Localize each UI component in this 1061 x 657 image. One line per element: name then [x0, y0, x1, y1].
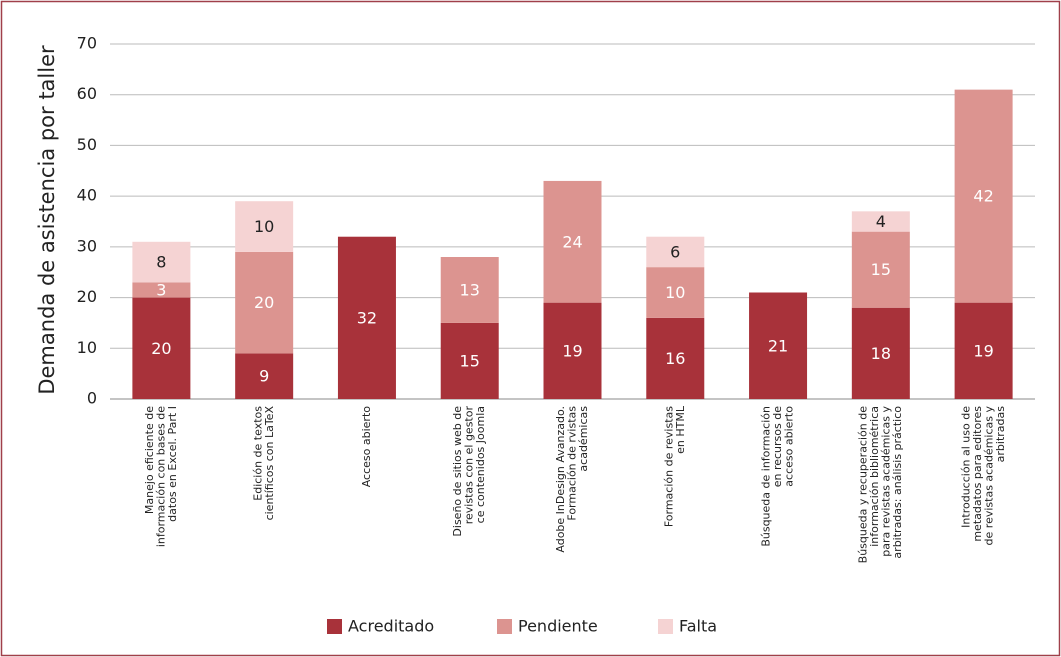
bar-segment — [646, 236, 705, 268]
x-tick-label: de revistas académicas y — [982, 406, 995, 546]
data-label: 4 — [876, 212, 886, 231]
bar-segment — [543, 180, 602, 303]
data-label: 13 — [460, 280, 480, 299]
x-tick-label: Formación de rvistas — [566, 406, 579, 521]
x-tick-label: para revistas académicas y — [880, 406, 893, 557]
bar-segment — [851, 307, 910, 399]
x-tick-label: Diseño de sitios web de — [451, 406, 464, 537]
data-label: 10 — [665, 283, 685, 302]
x-tick-label: científicos con LaTeX — [263, 406, 276, 521]
bar-segment — [851, 231, 910, 308]
data-label: 16 — [665, 349, 685, 368]
data-label: 8 — [156, 253, 166, 272]
data-label: 24 — [562, 232, 582, 251]
bar-segment — [646, 317, 705, 399]
x-tick-label: datos en Excel. Part I — [166, 406, 179, 522]
x-tick-label: acceso abierto — [783, 406, 796, 487]
data-label: 19 — [562, 341, 582, 360]
bar-segment — [235, 251, 294, 354]
x-tick-label: Búsqueda y recuperación de — [857, 406, 870, 564]
x-tick-label: ce contenidos Joomla — [474, 406, 487, 523]
x-tick-label: metadatos para editores — [971, 406, 984, 542]
data-label: 9 — [259, 367, 269, 386]
legend-swatch — [658, 619, 673, 634]
data-label: 18 — [871, 344, 891, 363]
legend-swatch — [327, 619, 342, 634]
bar-segment — [543, 302, 602, 399]
bar-segment — [132, 282, 191, 298]
data-label: 21 — [768, 336, 788, 355]
bar-segment — [440, 322, 499, 399]
x-tick-label: información bibliométrica — [868, 406, 881, 547]
y-tick-label: 70 — [77, 34, 97, 53]
x-tick-label: en HTML — [674, 405, 687, 454]
y-tick-label: 0 — [87, 389, 97, 408]
x-tick-label: arbitradas: análisis práctico — [891, 406, 904, 559]
x-tick-label: Adobe InDesign Avanzado. — [554, 406, 567, 553]
legend-label: Falta — [679, 617, 717, 636]
x-tick-label: Búsqueda de información — [760, 406, 773, 547]
data-label: 10 — [254, 217, 274, 236]
y-tick-label: 20 — [77, 287, 97, 306]
bar-segment — [851, 211, 910, 232]
bar-segment — [440, 257, 499, 323]
bar-segment — [954, 302, 1013, 399]
y-tick-label: 10 — [77, 338, 97, 357]
bar-segment — [235, 201, 294, 252]
legend-swatch — [497, 619, 512, 634]
x-tick-label: en recursos de — [771, 406, 784, 487]
data-label: 6 — [670, 242, 680, 261]
x-tick-label: información con bases de — [154, 406, 167, 547]
data-label: 32 — [357, 308, 377, 327]
y-tick-label: 50 — [77, 135, 97, 154]
data-label: 3 — [156, 280, 166, 299]
bar-segment — [235, 353, 294, 399]
x-tick-label: Acceso abierto — [360, 406, 373, 488]
y-tick-label: 30 — [77, 236, 97, 255]
y-axis-label: Demanda de asistencia por taller — [35, 45, 59, 395]
x-tick-label: arbitradas — [994, 406, 1007, 463]
data-label: 19 — [973, 341, 993, 360]
bar-segment — [337, 236, 396, 399]
data-label: 42 — [973, 187, 993, 206]
bar-segment — [749, 292, 808, 399]
x-tick-label: Edición de textos — [251, 406, 264, 501]
bar-segment — [646, 267, 705, 318]
y-tick-label: 40 — [77, 186, 97, 205]
x-tick-label: Manejo eficiente de — [143, 406, 156, 514]
data-label: 15 — [871, 260, 891, 279]
bar-segment — [132, 297, 191, 399]
x-tick-label: Formación de revistas — [663, 406, 676, 527]
data-label: 15 — [460, 351, 480, 370]
bar-segment — [954, 89, 1013, 303]
x-tick-label: académicas — [577, 406, 590, 472]
legend-label: Pendiente — [518, 617, 598, 636]
bar-segment — [132, 241, 191, 283]
y-tick-label: 60 — [77, 84, 97, 103]
data-label: 20 — [254, 293, 274, 312]
x-tick-label: Introducción al uso de — [959, 406, 972, 528]
legend-label: Acreditado — [348, 617, 434, 636]
x-tick-label: revistas con el gestor — [463, 406, 476, 525]
data-label: 20 — [151, 339, 171, 358]
